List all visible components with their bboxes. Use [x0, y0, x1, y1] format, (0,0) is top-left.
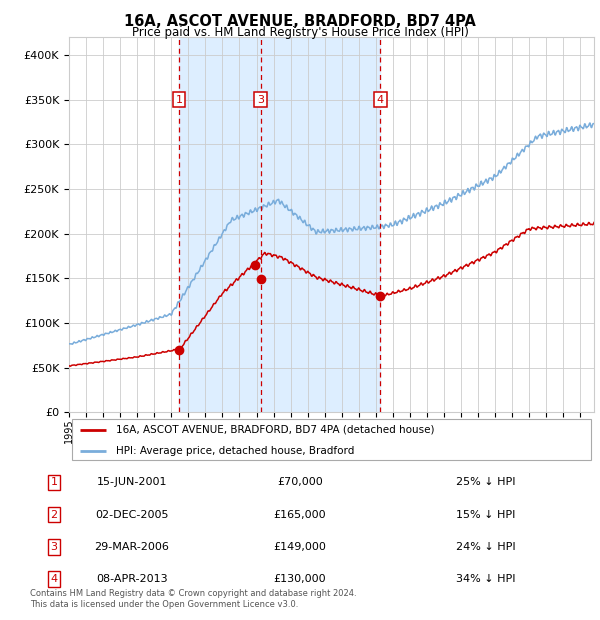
Text: Contains HM Land Registry data © Crown copyright and database right 2024.
This d: Contains HM Land Registry data © Crown c… — [30, 590, 356, 609]
Text: 1: 1 — [175, 95, 182, 105]
Text: 2: 2 — [50, 510, 58, 520]
Text: 3: 3 — [257, 95, 264, 105]
Text: 02-DEC-2005: 02-DEC-2005 — [95, 510, 169, 520]
Text: 25% ↓ HPI: 25% ↓ HPI — [456, 477, 515, 487]
Text: HPI: Average price, detached house, Bradford: HPI: Average price, detached house, Brad… — [116, 446, 355, 456]
Text: £149,000: £149,000 — [274, 542, 326, 552]
Text: 29-MAR-2006: 29-MAR-2006 — [95, 542, 169, 552]
Text: 15% ↓ HPI: 15% ↓ HPI — [456, 510, 515, 520]
Text: 3: 3 — [50, 542, 58, 552]
Text: 24% ↓ HPI: 24% ↓ HPI — [456, 542, 515, 552]
Bar — [260, 37, 380, 412]
Text: Price paid vs. HM Land Registry's House Price Index (HPI): Price paid vs. HM Land Registry's House … — [131, 26, 469, 39]
Bar — [179, 37, 260, 412]
Text: 16A, ASCOT AVENUE, BRADFORD, BD7 4PA (detached house): 16A, ASCOT AVENUE, BRADFORD, BD7 4PA (de… — [116, 425, 435, 435]
FancyBboxPatch shape — [71, 420, 592, 459]
Text: 08-APR-2013: 08-APR-2013 — [96, 574, 168, 584]
Text: £130,000: £130,000 — [274, 574, 326, 584]
Text: 34% ↓ HPI: 34% ↓ HPI — [456, 574, 515, 584]
Text: 15-JUN-2001: 15-JUN-2001 — [97, 477, 167, 487]
Text: 16A, ASCOT AVENUE, BRADFORD, BD7 4PA: 16A, ASCOT AVENUE, BRADFORD, BD7 4PA — [124, 14, 476, 29]
Text: 4: 4 — [377, 95, 384, 105]
Text: £165,000: £165,000 — [274, 510, 326, 520]
Text: 4: 4 — [50, 574, 58, 584]
Text: 1: 1 — [50, 477, 58, 487]
Text: £70,000: £70,000 — [277, 477, 323, 487]
